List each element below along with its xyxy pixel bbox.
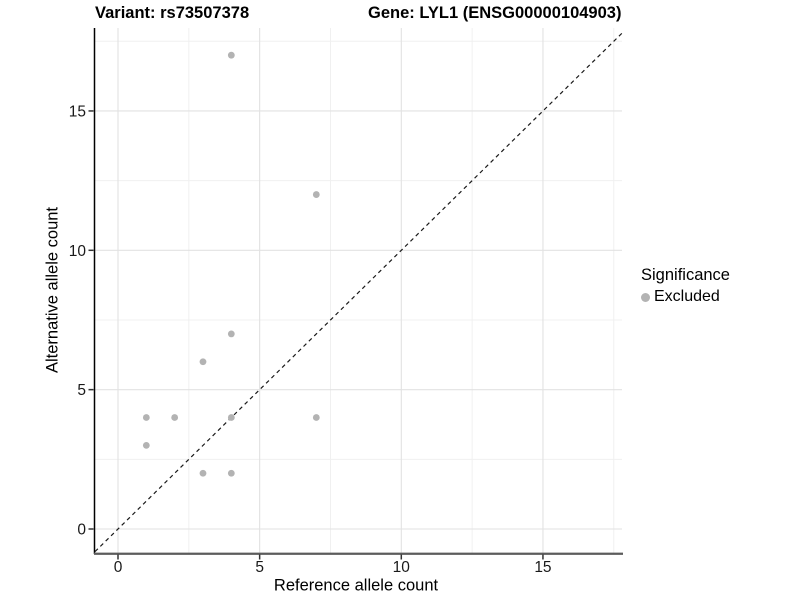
data-point (142, 441, 150, 449)
legend-item-label: Excluded (654, 288, 720, 305)
data-point (227, 51, 235, 59)
identity-line (94, 32, 623, 553)
data-points (142, 51, 320, 477)
legend-title: Significance (641, 266, 730, 284)
data-point (227, 469, 235, 477)
y-tick-label: 10 (69, 243, 87, 260)
major-gridlines (95, 28, 622, 553)
y-tick-label: 15 (69, 103, 86, 120)
axis-tick-labels: 0 5 10 15 0 5 10 15 (69, 103, 552, 576)
axis-ticks (88, 110, 544, 560)
data-point (199, 469, 207, 477)
data-point (199, 358, 207, 366)
data-point (142, 414, 150, 421)
minor-gridlines (95, 28, 622, 553)
identity-line-group (94, 32, 623, 553)
plot-title-variant: Variant: rs73507378 (95, 4, 250, 22)
axis-lines (93, 28, 623, 555)
legend-point-marker-icon (641, 292, 650, 302)
plot-title-gene: Gene: LYL1 (ENSG00000104903) (368, 4, 622, 22)
data-point (227, 414, 235, 421)
x-tick-label: 15 (534, 559, 551, 576)
x-tick-label: 0 (114, 559, 123, 576)
y-tick-label: 0 (77, 522, 86, 539)
legend-item-excluded: Excluded (641, 288, 730, 306)
data-point (227, 330, 235, 338)
y-tick-label: 5 (77, 382, 86, 399)
x-axis-title: Reference allele count (273, 576, 439, 595)
y-axis-title: Alternative allele count (43, 206, 62, 374)
data-point (312, 191, 320, 198)
data-point (171, 414, 179, 421)
x-tick-label: 5 (255, 559, 264, 576)
x-tick-label: 10 (393, 559, 411, 576)
legend: Significance Excluded (641, 266, 730, 306)
data-point (312, 414, 320, 421)
